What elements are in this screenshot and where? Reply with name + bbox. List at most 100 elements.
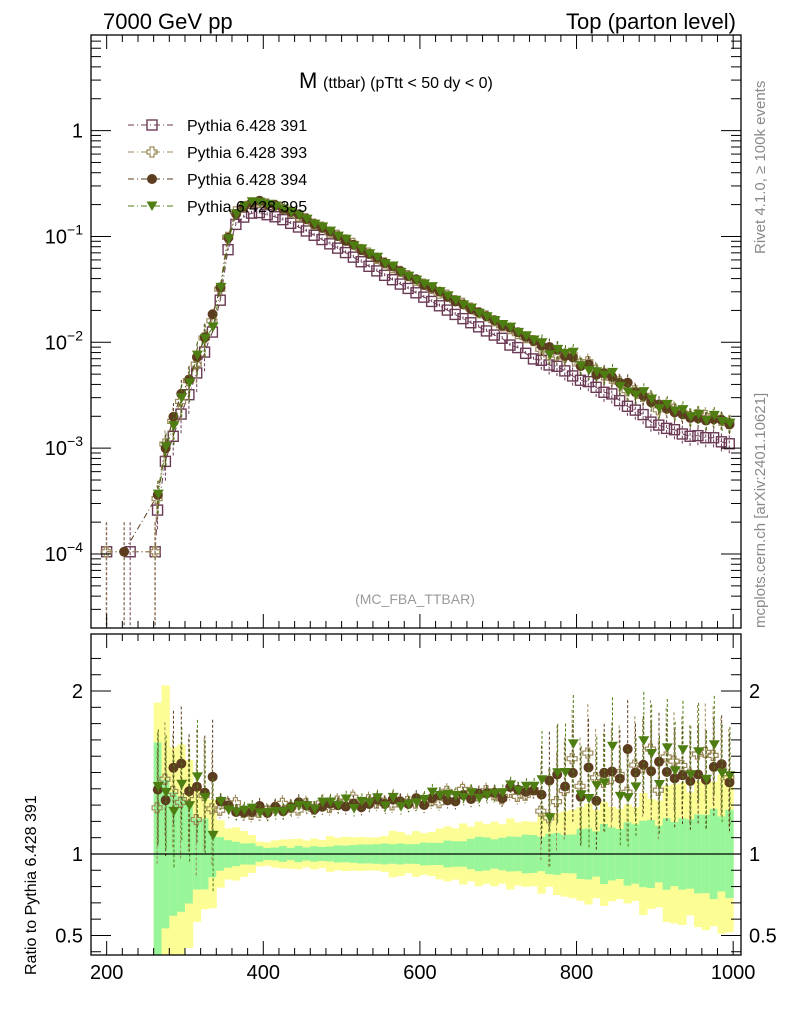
marker-square-391 <box>300 225 313 237</box>
legend-label: Pythia 6.428 394 <box>187 172 307 189</box>
marker-triangle-395 <box>285 804 297 814</box>
marker-circle-394 <box>520 786 531 797</box>
marker-triangle-395 <box>340 794 352 804</box>
marker-circle-394 <box>466 794 477 805</box>
marker-square-391 <box>637 408 649 421</box>
marker-triangle-395 <box>199 792 211 803</box>
y-tick-label-main: 1 <box>72 121 83 143</box>
marker-cross-393 <box>151 802 163 814</box>
marker-triangle-395 <box>513 327 525 338</box>
marker-triangle-395 <box>716 417 728 427</box>
marker-square-391 <box>457 312 469 325</box>
main-frame <box>90 34 742 629</box>
marker-triangle-395 <box>411 275 423 286</box>
marker-triangle-395 <box>630 390 642 400</box>
marker-triangle-395 <box>622 387 634 397</box>
marker-triangle-395 <box>497 788 509 798</box>
marker-square-391 <box>692 429 704 442</box>
marker-triangle-395 <box>685 412 697 422</box>
y-tick-label-main: 10−2 <box>45 327 83 354</box>
marker-square-391 <box>723 438 735 450</box>
marker-triangle-395 <box>708 740 720 750</box>
marker-triangle-395 <box>270 201 282 212</box>
marker-triangle-395 <box>661 399 673 410</box>
marker-triangle-395 <box>387 792 399 803</box>
marker-square-391 <box>645 416 657 428</box>
marker-cross-393 <box>174 796 187 809</box>
marker-triangle-395 <box>184 801 196 811</box>
marker-triangle-395 <box>419 279 431 289</box>
marker-square-391 <box>653 419 665 431</box>
marker-triangle-395 <box>700 774 712 785</box>
marker-square-391 <box>308 229 320 241</box>
marker-triangle-395 <box>583 365 595 376</box>
marker-square-391 <box>277 213 289 226</box>
marker-square-391 <box>700 432 712 444</box>
marker-triangle-395 <box>403 271 415 282</box>
marker-square-391 <box>512 341 524 354</box>
marker-triangle-395 <box>215 797 227 807</box>
plot-title-main: M <box>299 68 317 93</box>
marker-triangle-395 <box>301 801 313 811</box>
marker-circle-394 <box>622 377 633 388</box>
marker-triangle-395 <box>348 803 360 814</box>
marker-cross-393 <box>660 751 672 763</box>
marker-square-391 <box>146 119 158 131</box>
marker-triangle-395 <box>513 785 525 796</box>
marker-triangle-395 <box>231 807 243 817</box>
marker-circle-394 <box>677 770 688 781</box>
marker-triangle-395 <box>152 489 164 500</box>
marker-triangle-395 <box>646 394 658 405</box>
marker-triangle-395 <box>489 316 501 326</box>
series-line-3 <box>157 201 731 495</box>
marker-triangle-395 <box>262 808 274 818</box>
marker-triangle-395 <box>426 787 438 798</box>
marker-triangle-395 <box>544 813 556 823</box>
marker-square-391 <box>284 217 297 230</box>
marker-triangle-395 <box>387 261 399 271</box>
marker-triangle-395 <box>215 282 227 293</box>
marker-triangle-395 <box>191 350 203 361</box>
marker-cross-393 <box>707 749 719 761</box>
marker-triangle-395 <box>270 807 282 817</box>
y-tick-label-main: 10−4 <box>45 539 83 566</box>
marker-triangle-395 <box>317 222 329 232</box>
marker-square-391 <box>606 388 618 400</box>
marker-triangle-395 <box>160 787 172 798</box>
marker-circle-394 <box>536 789 547 800</box>
marker-triangle-395 <box>505 780 517 790</box>
marker-cross-393 <box>149 546 161 558</box>
marker-triangle-395 <box>152 782 164 792</box>
marker-circle-394 <box>168 411 179 422</box>
marker-triangle-395 <box>293 800 305 811</box>
marker-square-391 <box>292 221 305 233</box>
marker-triangle-395 <box>622 793 634 803</box>
marker-triangle-395 <box>528 781 540 792</box>
marker-cross-393 <box>668 755 680 767</box>
marker-triangle-395 <box>309 804 321 815</box>
marker-triangle-395 <box>520 781 532 792</box>
marker-triangle-395 <box>560 348 571 359</box>
marker-circle-394 <box>716 759 727 770</box>
x-tick-label: 600 <box>403 962 436 984</box>
marker-triangle-395 <box>411 798 423 808</box>
marker-triangle-395 <box>301 214 313 225</box>
marker-triangle-395 <box>606 741 618 752</box>
legend-label: Pythia 6.428 395 <box>187 199 307 216</box>
marker-triangle-395 <box>395 802 407 812</box>
marker-triangle-395 <box>332 231 344 242</box>
marker-triangle-395 <box>473 793 485 804</box>
marker-triangle-395 <box>583 793 595 804</box>
marker-square-391 <box>449 308 461 321</box>
marker-triangle-395 <box>317 797 329 808</box>
marker-triangle-395 <box>426 282 438 292</box>
marker-triangle-395 <box>575 361 587 371</box>
marker-triangle-395 <box>716 768 728 779</box>
marker-square-391 <box>668 424 681 436</box>
marker-square-391 <box>167 430 179 443</box>
marker-square-391 <box>324 238 336 250</box>
marker-triangle-395 <box>364 798 376 808</box>
marker-square-391 <box>261 208 273 221</box>
marker-cross-393 <box>190 358 202 370</box>
